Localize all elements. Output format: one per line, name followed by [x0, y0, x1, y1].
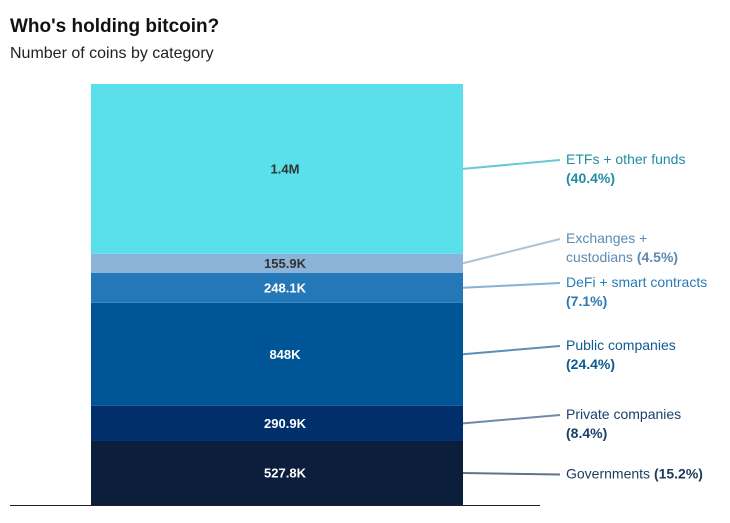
legend-share-private-companies: (8.4%)	[566, 425, 607, 441]
legend-governments: Governments (15.2%)	[566, 466, 703, 482]
bar-segment-public-companies	[91, 302, 463, 406]
value-label-private-companies: 290.9K	[264, 416, 307, 431]
legend-share-etfs-other-funds: (40.4%)	[566, 170, 615, 186]
legend-share-exchanges-custodians: (4.5%)	[637, 249, 678, 265]
legend-public-companies: Public companies (24.4%)	[566, 337, 676, 372]
bar-segment-etfs-other-funds	[91, 84, 463, 254]
bar-segment-exchanges-custodians	[91, 253, 463, 273]
value-label-defi-smart-contracts: 248.1K	[264, 280, 307, 295]
leader-line-private-companies	[462, 414, 561, 425]
legend-private-companies: Private companies (8.4%)	[566, 406, 681, 441]
value-label-exchanges-custodians: 155.9K	[264, 256, 307, 271]
value-label-etfs-other-funds: 1.4M	[271, 161, 300, 176]
leader-line-governments	[462, 471, 561, 476]
bar-segment-defi-smart-contracts	[91, 272, 463, 303]
leader-line-public-companies	[462, 345, 561, 356]
legend-defi-smart-contracts: DeFi + smart contracts (7.1%)	[566, 274, 707, 309]
value-label-governments: 527.8K	[264, 465, 307, 480]
leader-line-exchanges-custodians	[462, 238, 561, 265]
legend-share-defi-smart-contracts: (7.1%)	[566, 293, 607, 309]
chart-subtitle: Number of coins by category	[10, 45, 214, 62]
bar-segment-governments	[91, 440, 463, 505]
leader-line-etfs-other-funds	[462, 159, 561, 170]
legend-share-governments: (15.2%)	[654, 466, 703, 482]
legend-share-public-companies: (24.4%)	[566, 356, 615, 372]
value-label-public-companies: 848K	[269, 347, 301, 362]
legend-exchanges-custodians: Exchanges + custodians (4.5%)	[566, 230, 678, 265]
leader-line-defi-smart-contracts	[462, 282, 561, 289]
chart-title: Who's holding bitcoin?	[10, 16, 220, 37]
legend-etfs-other-funds: ETFs + other funds (40.4%)	[566, 151, 685, 186]
bar-segment-private-companies	[91, 405, 463, 441]
